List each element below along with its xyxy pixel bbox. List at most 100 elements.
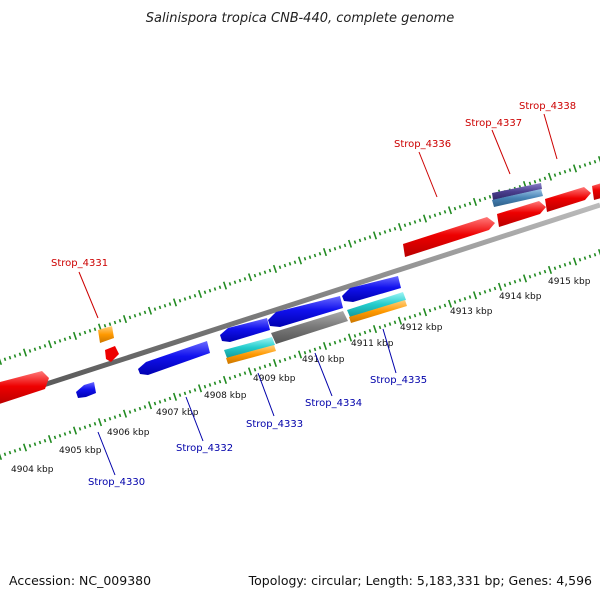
lower-track-minor-tick	[443, 303, 447, 308]
gene-label-strop-4330[interactable]: Strop_4330	[88, 477, 145, 488]
upper-track-minor-tick	[433, 213, 437, 218]
lower-track-minor-tick	[558, 264, 562, 269]
genome-backbone	[0, 202, 600, 402]
topology-text: Topology: circular; Length: 5,183,331 bp…	[248, 573, 592, 588]
reverse-gene-arrow[interactable]	[76, 382, 96, 398]
lower-track-major-tick	[22, 443, 28, 452]
lower-track-minor-tick	[538, 271, 542, 276]
forward-gene-arrow[interactable]	[403, 217, 495, 257]
upper-track-minor-tick	[378, 231, 382, 236]
reverse-gene-arrow[interactable]	[342, 276, 401, 302]
kbp-label-4915: 4915 kbp	[548, 277, 591, 287]
lower-track-minor-tick	[178, 393, 182, 397]
tick-track-lower	[0, 248, 600, 461]
kbp-label-4911: 4911 kbp	[351, 339, 394, 349]
upper-track-minor-tick	[468, 201, 472, 206]
lower-track-major-tick	[522, 274, 528, 283]
upper-track-minor-tick	[283, 263, 287, 268]
lower-track-major-tick	[322, 342, 328, 351]
upper-track-major-tick	[322, 248, 328, 257]
lower-track-major-tick	[447, 299, 453, 308]
upper-track-minor-tick	[58, 339, 62, 343]
upper-track-minor-tick	[268, 268, 272, 273]
gene-label-strop-4333[interactable]: Strop_4333	[246, 419, 303, 430]
upper-track-minor-tick	[453, 206, 457, 211]
lower-track-major-tick	[272, 358, 278, 367]
upper-track-minor-tick	[543, 176, 547, 181]
upper-track-minor-tick	[203, 290, 207, 295]
upper-track-minor-tick	[93, 327, 97, 331]
lower-track-minor-tick	[503, 283, 507, 287]
lower-track-major-tick	[472, 291, 478, 300]
upper-track-minor-tick	[153, 307, 157, 311]
upper-track-major-tick	[247, 273, 253, 282]
gene-label-strop-4331[interactable]: Strop_4331	[51, 258, 108, 269]
upper-track-minor-tick	[28, 349, 32, 353]
lower-track-major-tick	[297, 350, 303, 359]
upper-track-minor-tick	[408, 221, 412, 226]
reverse-gene-arrow[interactable]	[226, 345, 276, 364]
upper-track-major-tick	[422, 214, 428, 223]
upper-track-minor-tick	[278, 265, 282, 269]
lower-track-minor-tick	[393, 320, 397, 325]
lower-track-minor-tick	[93, 422, 97, 426]
upper-track-minor-tick	[483, 196, 487, 201]
forward-gene-arrow[interactable]	[98, 326, 114, 343]
gene-label-strop-4336[interactable]: Strop_4336	[394, 139, 451, 150]
forward-gene-arrow[interactable]	[105, 346, 119, 362]
upper-track-minor-tick	[558, 171, 562, 176]
upper-track-minor-tick	[258, 272, 262, 276]
lower-track-minor-tick	[118, 413, 122, 418]
upper-track-minor-tick	[53, 340, 57, 345]
upper-track-minor-tick	[188, 295, 192, 300]
gene-label-strop-4334[interactable]: Strop_4334	[305, 398, 362, 409]
upper-track-major-tick	[47, 340, 53, 349]
reverse-gene-arrow[interactable]	[220, 318, 270, 342]
reverse-gene-arrow[interactable]	[347, 292, 406, 317]
reverse-gene-arrow[interactable]	[349, 300, 407, 323]
lower-track-minor-tick	[508, 281, 512, 286]
lower-track-minor-tick	[38, 440, 42, 445]
forward-gene-arrow[interactable]	[592, 182, 600, 200]
forward-gene-arrow[interactable]	[492, 183, 542, 200]
upper-track-minor-tick	[393, 226, 397, 231]
upper-track-minor-tick	[103, 324, 107, 328]
lower-track-major-tick	[97, 418, 103, 427]
gene-label-strop-4332[interactable]: Strop_4332	[176, 443, 233, 454]
lower-track-minor-tick	[433, 307, 437, 311]
upper-track-minor-tick	[13, 354, 17, 358]
upper-track-minor-tick	[3, 357, 7, 362]
lower-track-minor-tick	[363, 330, 367, 335]
reverse-gene-arrow[interactable]	[271, 311, 348, 344]
lower-track-minor-tick	[528, 274, 532, 279]
upper-track-minor-tick	[583, 163, 587, 167]
upper-track-minor-tick	[128, 315, 132, 320]
upper-track-minor-tick	[383, 230, 387, 234]
gene-label-strop-4337[interactable]: Strop_4337	[465, 118, 522, 129]
lower-track-major-tick	[372, 325, 378, 334]
upper-track-minor-tick	[413, 220, 417, 224]
lower-track-minor-tick	[18, 447, 22, 451]
gene-label-strop-4335[interactable]: Strop_4335	[370, 375, 427, 386]
reverse-gene-arrow[interactable]	[268, 296, 343, 327]
upper-track-minor-tick	[228, 282, 232, 286]
lower-track-minor-tick	[303, 351, 307, 355]
upper-track-minor-tick	[178, 298, 182, 303]
leader-line	[185, 396, 204, 442]
forward-gene-arrow[interactable]	[492, 189, 543, 207]
lower-track-major-tick	[222, 375, 228, 384]
upper-track-minor-tick	[183, 297, 187, 301]
lower-track-minor-tick	[353, 334, 357, 338]
lower-track-minor-tick	[68, 430, 72, 435]
reverse-gene-arrow[interactable]	[224, 337, 275, 358]
map-title: Salinispora tropica CNB-440, complete ge…	[146, 11, 454, 26]
forward-gene-arrow[interactable]	[497, 201, 546, 227]
upper-track-minor-tick	[368, 235, 372, 239]
forward-gene-arrow[interactable]	[545, 187, 591, 212]
forward-gene-arrow[interactable]	[0, 371, 49, 405]
gene-label-strop-4338[interactable]: Strop_4338	[519, 101, 576, 112]
lower-track-minor-tick	[243, 371, 247, 375]
leader-line	[257, 372, 275, 417]
reverse-gene-arrow[interactable]	[138, 341, 210, 375]
upper-track-minor-tick	[358, 238, 362, 243]
